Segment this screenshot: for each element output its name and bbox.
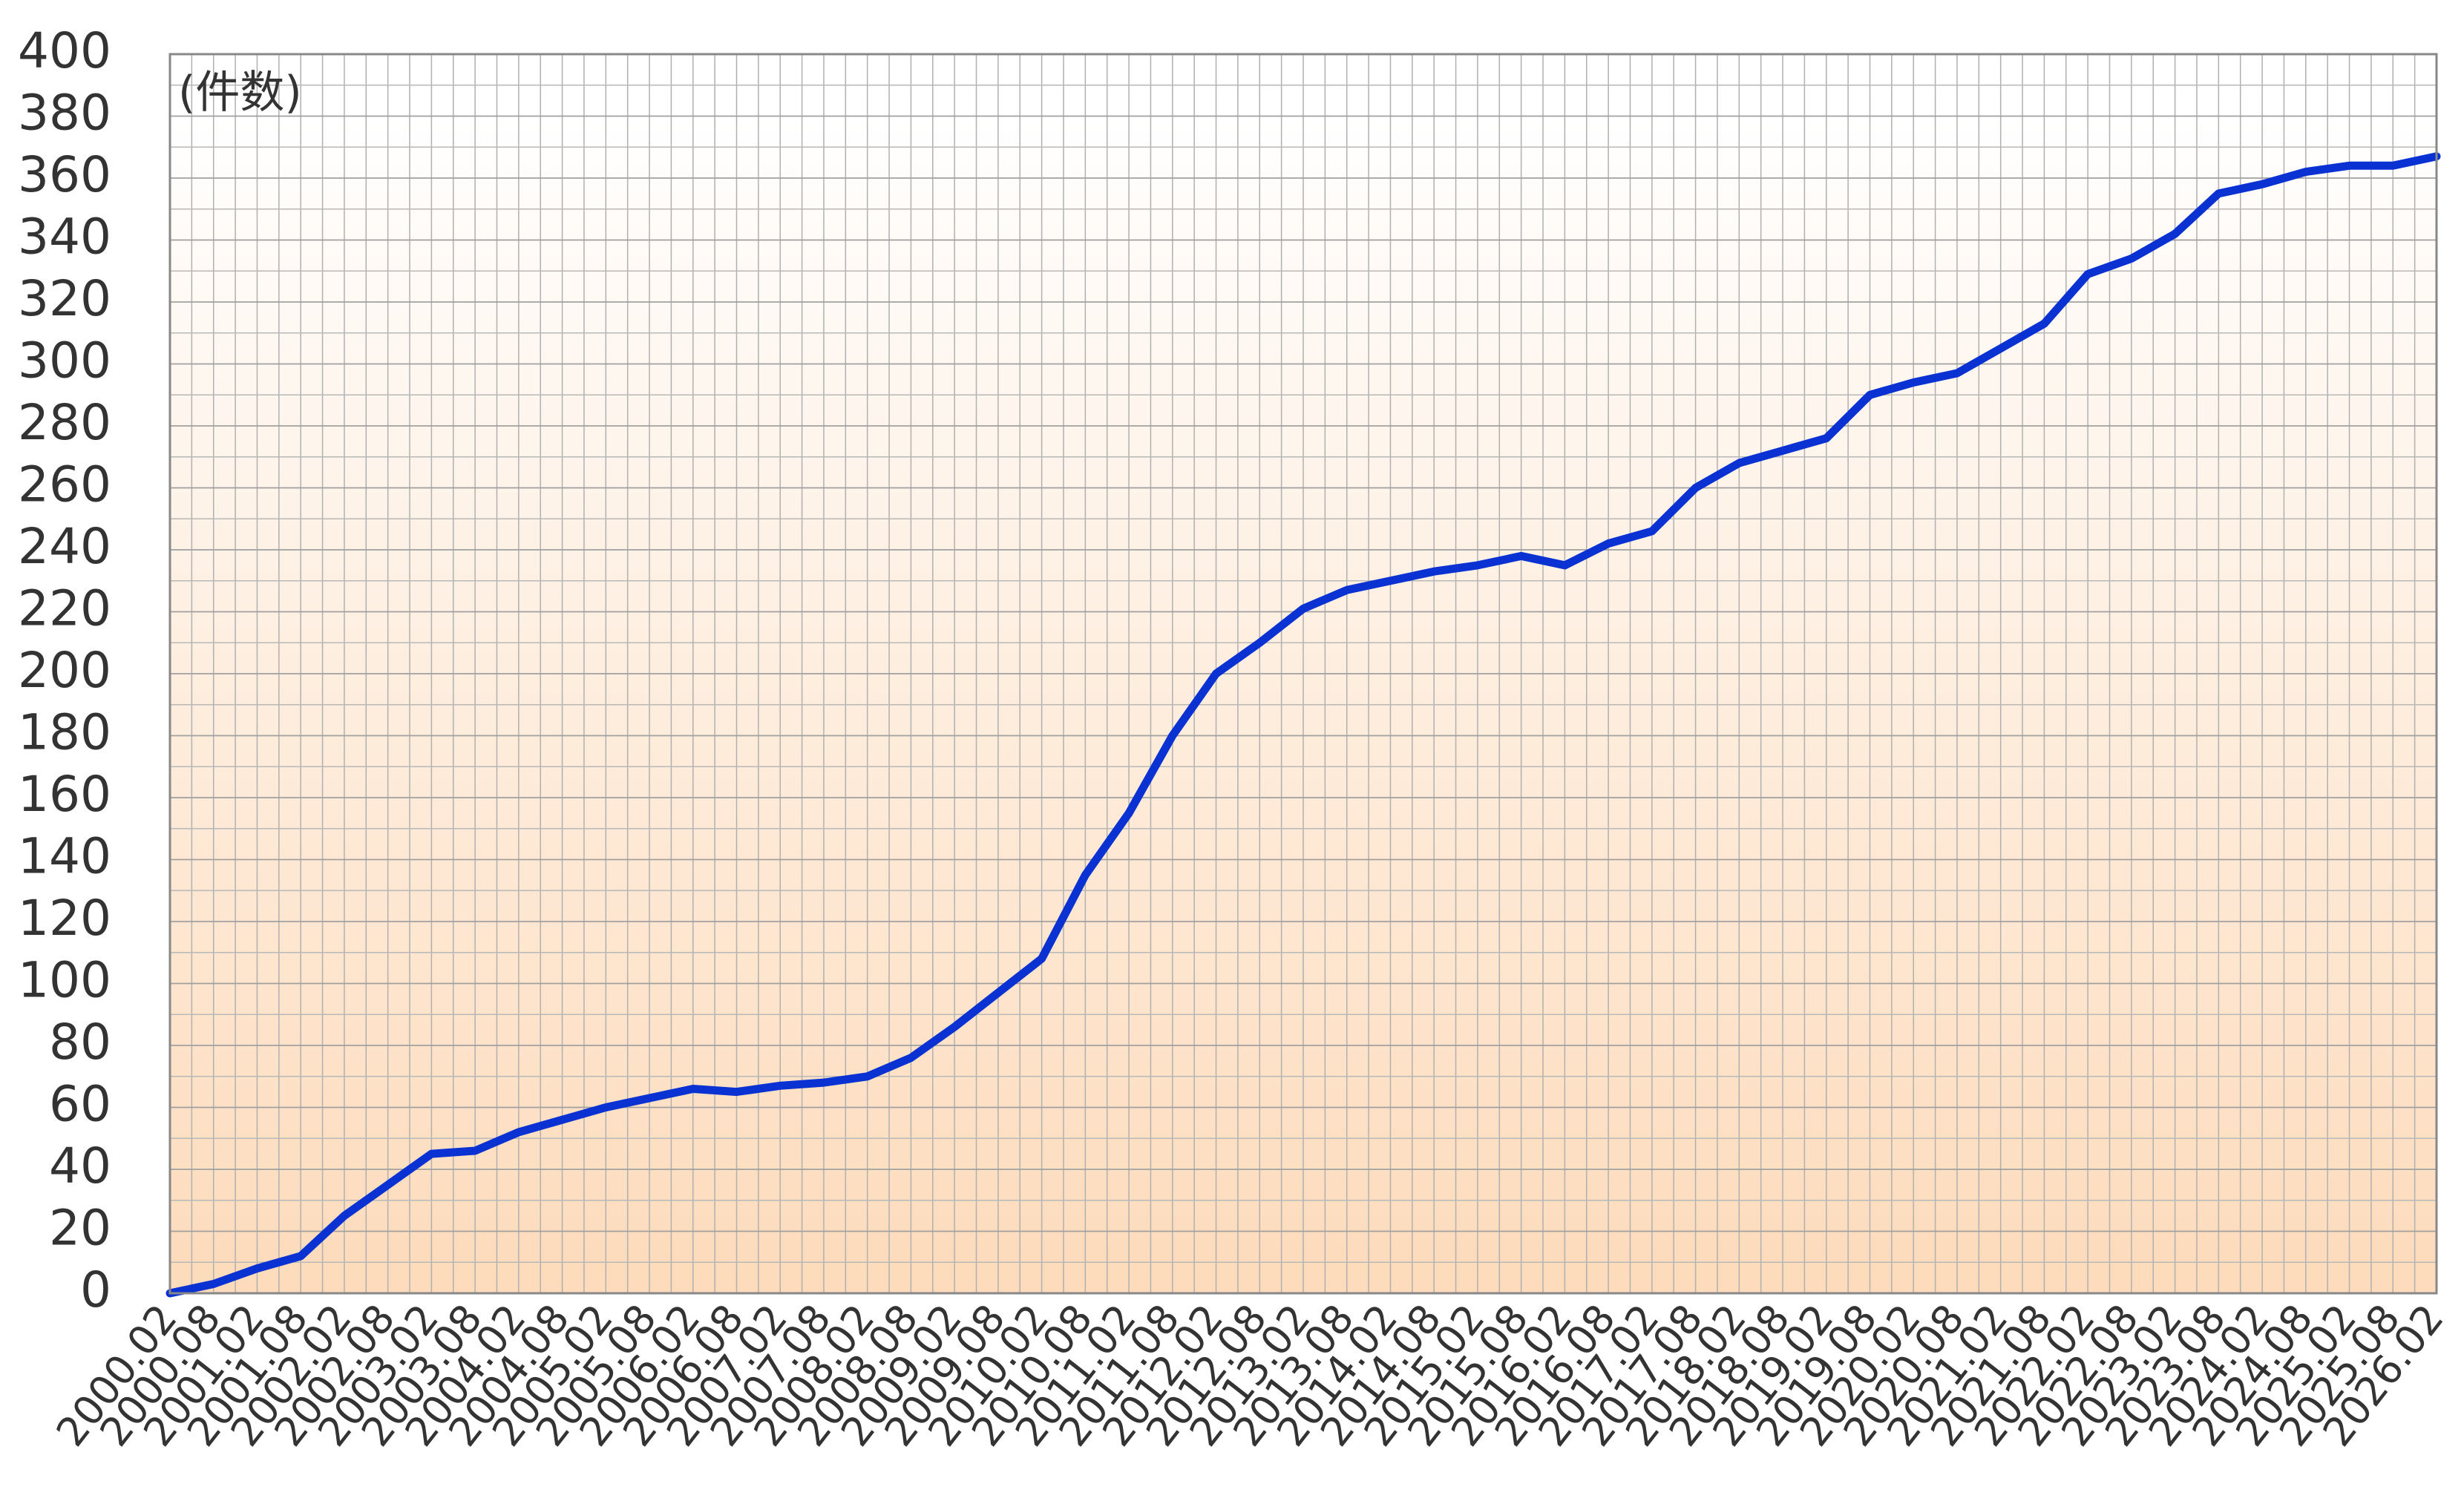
y-tick-label: 280 bbox=[18, 394, 111, 451]
y-tick-label: 200 bbox=[18, 642, 111, 699]
y-tick-label: 180 bbox=[18, 704, 111, 761]
y-tick-label: 240 bbox=[18, 518, 111, 575]
plot-border bbox=[168, 53, 2438, 1295]
y-tick-label: 0 bbox=[80, 1261, 111, 1318]
y-tick-label: 220 bbox=[18, 580, 111, 637]
y-tick-label: 120 bbox=[18, 890, 111, 947]
y-tick-label: 380 bbox=[18, 85, 111, 142]
y-tick-label: 40 bbox=[49, 1137, 111, 1195]
y-tick-label: 260 bbox=[18, 456, 111, 513]
y-tick-label: 360 bbox=[18, 146, 111, 203]
y-unit-label: (件数) bbox=[178, 67, 302, 119]
y-tick-label: 20 bbox=[49, 1200, 111, 1257]
grid bbox=[169, 53, 2437, 1294]
y-tick-label: 160 bbox=[18, 766, 111, 823]
y-tick-label: 80 bbox=[49, 1014, 111, 1071]
y-tick-label: 340 bbox=[18, 208, 111, 266]
y-tick-label: 60 bbox=[49, 1076, 111, 1133]
y-tick-label: 100 bbox=[18, 952, 111, 1009]
y-tick-label: 300 bbox=[18, 332, 111, 390]
data-line bbox=[166, 152, 2441, 1298]
y-tick-label: 320 bbox=[18, 270, 111, 327]
marks bbox=[166, 152, 2441, 1298]
y-tick-label: 140 bbox=[18, 828, 111, 885]
y-tick-label: 400 bbox=[18, 22, 111, 79]
